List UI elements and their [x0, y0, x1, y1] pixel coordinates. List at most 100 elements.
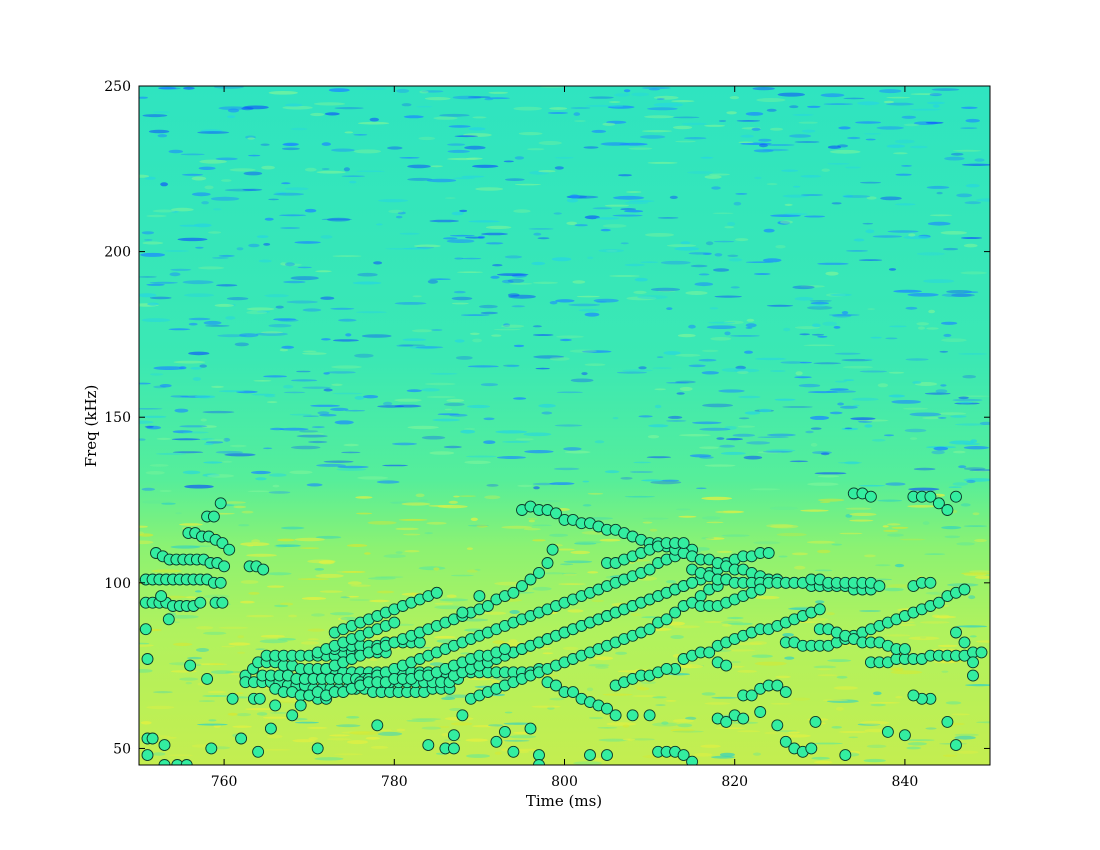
spectrogram-streak: [583, 146, 599, 149]
spectrogram-streak: [903, 235, 931, 240]
spectrogram-streak: [459, 209, 468, 213]
spectrogram-streak: [922, 416, 941, 420]
spectrogram-streak: [829, 149, 861, 154]
spectrogram-streak: [185, 681, 192, 685]
spectrogram-streak: [638, 366, 647, 370]
spectrogram-streak: [139, 438, 146, 441]
spectrogram-streak: [263, 243, 271, 246]
spectrogram-streak: [426, 395, 456, 399]
data-point: [907, 689, 920, 702]
spectrogram-streak: [306, 726, 328, 729]
spectrogram-streak: [184, 484, 214, 489]
spectrogram-streak: [338, 318, 357, 322]
spectrogram-streak: [170, 545, 201, 549]
spectrogram-streak: [766, 433, 796, 437]
spectrogram-streak: [216, 284, 238, 287]
data-point: [677, 537, 690, 550]
spectrogram-streak: [251, 393, 276, 396]
spectrogram-streak: [813, 760, 833, 764]
spectrogram-streak: [538, 141, 562, 145]
spectrogram-streak: [708, 321, 736, 324]
spectrogram-streak: [491, 679, 500, 684]
spectrogram-streak: [912, 381, 922, 384]
data-point: [941, 715, 954, 728]
spectrogram-streak: [568, 303, 601, 307]
spectrogram-streak: [604, 204, 630, 207]
spectrogram-streak: [504, 255, 523, 259]
spectrogram-streak: [591, 129, 607, 133]
spectrogram-streak: [792, 285, 815, 290]
spectrogram-streak: [648, 88, 661, 91]
spectrogram-streak: [753, 273, 771, 275]
spectrogram-streak: [817, 498, 845, 502]
data-point: [158, 759, 171, 765]
spectrogram-streak: [290, 379, 318, 382]
spectrogram-streak: [449, 234, 475, 237]
spectrogram-streak: [962, 375, 976, 379]
spectrogram-streak: [763, 228, 775, 233]
spectrogram-streak: [710, 337, 732, 341]
spectrogram-streak: [480, 311, 498, 315]
spectrogram-streak: [702, 403, 734, 408]
spectrogram-streak: [214, 86, 244, 89]
spectrogram-streak: [181, 173, 204, 176]
spectrogram-streak: [762, 450, 793, 453]
x-axis: 760 780 800 820 840: [211, 86, 918, 790]
spectrogram-streak: [410, 592, 417, 596]
spectrogram-streak: [474, 568, 481, 571]
spectrogram-streak: [198, 700, 215, 702]
spectrogram-streak: [806, 617, 829, 621]
spectrogram-streak: [311, 613, 325, 617]
spectrogram-streak: [657, 217, 679, 219]
spectrogram-streak: [334, 107, 364, 110]
spectrogram-streak: [441, 697, 456, 700]
spectrogram-streak: [879, 89, 902, 94]
spectrogram-streak: [194, 590, 202, 593]
spectrogram-streak: [673, 116, 700, 119]
spectrogram-streak: [192, 377, 201, 381]
spectrogram-streak: [727, 254, 739, 257]
spectrogram-streak: [540, 86, 565, 89]
spectrogram-streak: [549, 482, 575, 485]
data-point: [194, 596, 207, 609]
spectrogram-streak: [738, 395, 761, 399]
spectrogram-streak: [730, 335, 760, 337]
spectrogram-streak: [769, 506, 798, 510]
data-point: [447, 729, 460, 742]
spectrogram-streak: [870, 336, 882, 339]
spectrogram-streak: [672, 730, 704, 733]
spectrogram-streak: [144, 176, 156, 180]
spectrogram-streak: [523, 528, 541, 531]
spectrogram-streak: [905, 306, 918, 310]
spectrogram-streak: [513, 397, 527, 400]
spectrogram-streak: [159, 384, 172, 388]
spectrogram-streak: [841, 311, 849, 315]
spectrogram-streak: [582, 480, 590, 483]
spectrogram-streak: [570, 107, 591, 109]
spectrogram-streak: [865, 229, 875, 234]
spectrogram-streak: [188, 322, 198, 326]
spectrogram-streak: [976, 640, 990, 643]
data-point: [737, 712, 750, 725]
spectrogram-streak: [685, 291, 708, 295]
spectrogram-streak: [149, 296, 172, 300]
spectrogram-streak: [200, 418, 207, 422]
spectrogram-streak: [450, 722, 473, 726]
spectrogram-streak: [820, 93, 845, 98]
spectrogram-streak: [789, 134, 812, 138]
spectrogram-streak: [890, 670, 923, 675]
spectrogram-streak: [574, 120, 586, 122]
spectrogram-streak: [484, 495, 501, 500]
spectrogram-streak: [549, 357, 570, 361]
spectrogram-streak: [429, 662, 445, 666]
spectrogram-streak: [964, 201, 982, 205]
spectrogram-streak: [317, 411, 330, 415]
spectrogram-streak: [179, 224, 200, 227]
spectrogram-streak: [336, 724, 361, 728]
spectrogram-streak: [620, 477, 633, 480]
spectrogram-streak: [895, 139, 915, 144]
spectrogram-streak: [262, 716, 287, 719]
data-point: [311, 742, 324, 755]
data-point: [924, 576, 937, 589]
spectrogram-streak: [800, 285, 825, 288]
